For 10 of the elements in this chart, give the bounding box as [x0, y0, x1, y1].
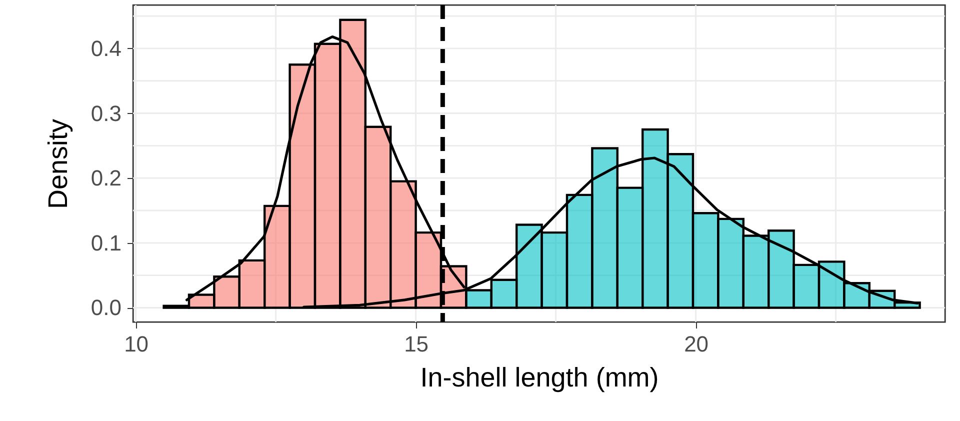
y-tick-label: 0.4: [90, 36, 122, 61]
x-tick-label: 10: [124, 332, 149, 356]
x-tick-label: 20: [684, 332, 709, 356]
y-tick-label: 0.1: [90, 230, 122, 256]
y-axis-title: Density: [42, 118, 73, 210]
y-tick-label: 0.0: [90, 295, 122, 320]
y-tick-label: 0.3: [90, 100, 122, 126]
y-tick-label: 0.2: [90, 166, 122, 191]
x-tick-label: 15: [404, 332, 429, 356]
x-axis-title: In-shell length (mm): [420, 362, 659, 392]
